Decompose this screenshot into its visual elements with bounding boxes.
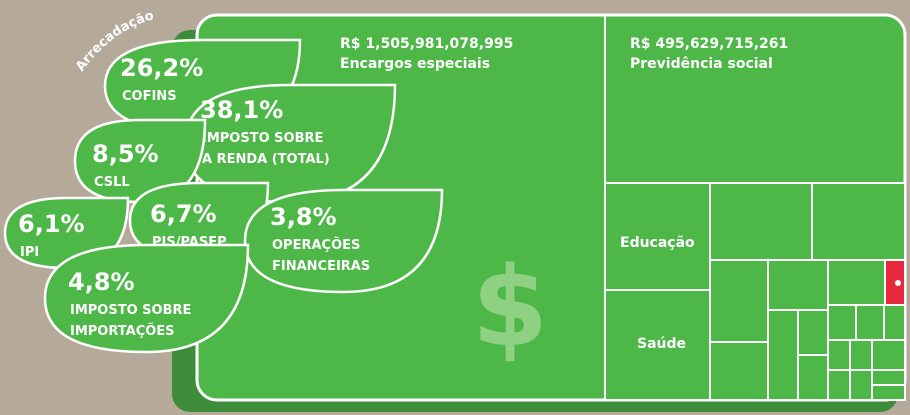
cell — [811, 182, 906, 261]
category: Previdência social — [630, 56, 773, 72]
highlight-dot — [895, 280, 901, 286]
tax-share: 6,1% — [18, 210, 85, 238]
cell — [871, 339, 906, 371]
tax-share: 3,8% — [270, 203, 337, 231]
leaf — [43, 243, 250, 354]
treemap-cells — [604, 15, 906, 401]
cell — [827, 339, 851, 371]
highlight-cell[interactable] — [884, 259, 906, 306]
tax-name: A RENDA (TOTAL) — [202, 152, 330, 167]
cell — [849, 369, 873, 401]
cell — [855, 304, 885, 341]
cell — [767, 259, 829, 311]
dollar-symbol: $ — [472, 243, 549, 371]
category: Educação — [620, 235, 695, 251]
cell — [849, 339, 873, 371]
cell — [797, 309, 829, 356]
category: Encargos especiais — [340, 56, 490, 72]
leaf — [243, 188, 444, 294]
tax-name: OPERAÇÕES — [272, 237, 360, 253]
tax-name: IMPOSTO SOBRE — [70, 303, 191, 318]
cell — [709, 259, 769, 343]
tax-leaves: 26,2% COFINS 38,1% IMPOSTO SOBRE A RENDA (TO… — [3, 38, 444, 354]
cell — [871, 369, 906, 386]
tax-name: IPI — [20, 245, 39, 260]
cell — [709, 341, 769, 401]
cell — [827, 369, 851, 401]
cell — [827, 304, 857, 341]
tax-name: FINANCEIRAS — [272, 259, 370, 274]
cell — [709, 182, 813, 261]
cell — [797, 354, 829, 401]
cell — [871, 384, 906, 401]
amount: R$ 1,505,981,078,995 — [340, 36, 513, 52]
tax-name: IMPORTAÇÕES — [70, 323, 175, 339]
tax-share: 6,7% — [150, 200, 217, 228]
category: Saúde — [637, 336, 686, 352]
cell — [767, 309, 799, 401]
tax-share: 8,5% — [92, 140, 159, 168]
tax-share: 4,8% — [68, 268, 135, 296]
tax-share: 38,1% — [200, 96, 283, 124]
cell — [883, 304, 906, 341]
cell — [827, 259, 886, 306]
tax-name: COFINS — [122, 89, 177, 104]
tax-share: 26,2% — [120, 54, 203, 82]
leaf — [73, 118, 207, 204]
amount: R$ 495,629,715,261 — [630, 36, 788, 52]
tax-name: IMPOSTO SOBRE — [202, 131, 323, 146]
tax-name: CSLL — [94, 175, 130, 190]
